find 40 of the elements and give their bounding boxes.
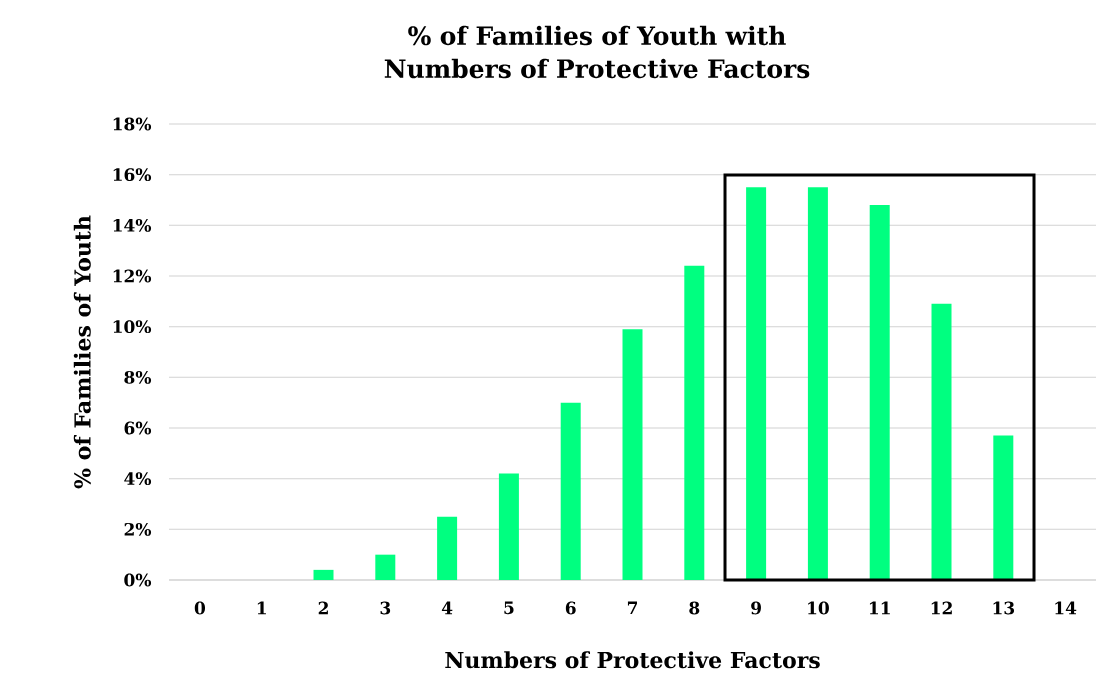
bar [869, 205, 890, 580]
y-tick-label: 0% [124, 573, 152, 587]
x-tick-label: 3 [380, 601, 391, 615]
y-tick-label: 4% [124, 472, 152, 486]
x-tick-label: 11 [869, 601, 890, 615]
y-tick-label: 12% [113, 269, 152, 283]
y-tick-label: 2% [124, 522, 152, 536]
x-tick-label: 8 [689, 601, 700, 615]
bar [437, 516, 458, 580]
bar [993, 435, 1014, 580]
x-tick-label: 1 [257, 601, 266, 615]
x-axis-title: Numbers of Protective Factors [445, 651, 820, 669]
x-tick-label: 6 [565, 601, 576, 615]
bar [375, 554, 396, 580]
x-tick-label: 10 [808, 601, 829, 615]
x-tick-label: 9 [751, 601, 761, 615]
bar [684, 265, 705, 580]
y-tick-label: 6% [124, 421, 152, 435]
x-tick-label: 12 [931, 601, 952, 615]
y-tick-label: 18% [113, 117, 152, 131]
x-tick-label: 13 [993, 601, 1015, 615]
bar [746, 187, 767, 580]
bar [807, 187, 828, 580]
x-tick-label: 0 [194, 601, 206, 615]
x-tick-label: 4 [441, 601, 453, 615]
bar [622, 329, 643, 580]
bar [313, 569, 334, 580]
y-axis-title: % of Families of Youth [73, 215, 91, 489]
x-tick-label: 2 [318, 601, 328, 615]
bar [931, 303, 952, 580]
bar [498, 473, 519, 580]
x-tick-label: 5 [504, 601, 514, 615]
y-tick-label: 14% [113, 218, 152, 232]
bar [560, 402, 581, 580]
x-tick-label: 7 [627, 601, 638, 614]
x-tick-label: 14 [1055, 601, 1077, 615]
y-tick-label: 10% [113, 320, 152, 334]
y-tick-label: 8% [124, 370, 152, 384]
chart-title: % of Families of Youth with Numbers of Protective Factors [384, 25, 810, 79]
y-tick-label: 16% [113, 168, 152, 182]
